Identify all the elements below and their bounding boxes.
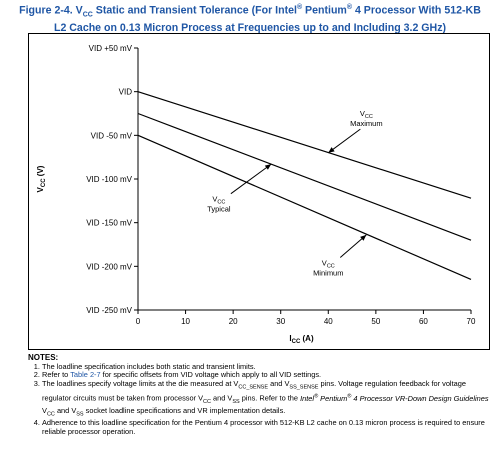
note-3-r2: ® (347, 393, 352, 400)
y-tick-label: VID (119, 88, 133, 97)
title-text-b: Pentium (302, 4, 347, 17)
title-v-sub: CC (82, 11, 93, 19)
title-reg-1: ® (296, 4, 303, 11)
annotation-label-maximum: Maximum (350, 119, 383, 128)
y-tick-label: VID -150 mV (86, 219, 132, 228)
note-3-b: and V (268, 379, 290, 389)
x-tick-label: 0 (136, 317, 141, 326)
annotation-vcc-typical: VCC (212, 195, 225, 206)
annotation-label-typical: Typical (207, 205, 231, 214)
note-3-i2: Pentium (318, 393, 348, 403)
note-3-f: V (42, 405, 47, 415)
note-3-s3: CC (203, 399, 211, 406)
title-text-a: Static and Transient Tolerance (For Inte… (92, 4, 297, 17)
series-line-minimum (137, 134, 472, 280)
note-1: The loadline specification includes both… (42, 362, 494, 372)
x-tick-label: 50 (371, 317, 380, 326)
note-3-g: and V (54, 405, 77, 415)
y-tick-label: VID -200 mV (86, 262, 132, 271)
annotation-vcc-minimum: VCC (322, 258, 335, 269)
note-3-doc-title: Intel® Pentium® 4 Processor VR-Down Desi… (300, 393, 489, 403)
title-v: V (75, 4, 83, 17)
note-3-i3: 4 Processor VR-Down Design Guidelines (351, 393, 489, 403)
y-tick-label: VID +50 mV (89, 44, 133, 53)
x-tick-label: 60 (419, 317, 428, 326)
note-3-c: pins. Voltage regulation feedback for vo… (42, 379, 466, 403)
x-tick-label: 70 (467, 317, 476, 326)
note-3-e: pins. Refer to the (239, 393, 301, 403)
x-tick-label: 10 (181, 317, 190, 326)
figure-title-line-1: Figure 2-4. VCC Static and Transient Tol… (4, 2, 496, 22)
note-3-s2: SS_SENSE (289, 384, 319, 391)
x-tick-label: 30 (276, 317, 285, 326)
note-3-s1: CC_SENSE (238, 384, 269, 391)
note-3-s5: CC (46, 411, 55, 418)
x-tick-label: 40 (324, 317, 333, 326)
note-2-text-a: Refer to (42, 370, 71, 380)
annotation-vcc-maximum: VCC (360, 109, 373, 120)
annotation-arrow-typical (230, 163, 272, 195)
note-3: The loadlines specify voltage limits at … (42, 379, 494, 419)
loadline-chart: VID +50 mV VID VID -50 mV VID -100 mV VID -1… (36, 44, 476, 345)
note-3-a: The loadlines specify voltage limits at … (42, 379, 239, 389)
note-3-s6: SS (76, 411, 84, 418)
annotation-arrowhead-minimum (360, 234, 367, 241)
y-axis-title: VCC (V) (36, 165, 47, 192)
annotation-arrowhead-maximum (328, 147, 335, 153)
x-axis-title: ICC (A) (289, 334, 314, 345)
chart-frame: VID +50 mV VID VID -50 mV VID -100 mV VID -1… (28, 33, 490, 350)
note-3-s4: SS (232, 399, 240, 406)
y-tick-label: VID -50 mV (91, 131, 133, 140)
notes-title: NOTES: (28, 353, 59, 362)
note-3-r1: ® (314, 393, 319, 400)
figure-label: Figure 2-4. (19, 4, 73, 17)
title-text-c: 4 Processor With 512-KB (352, 4, 481, 17)
x-tick-label: 20 (229, 317, 238, 326)
note-3-i1: Intel (300, 393, 315, 403)
note-4: Adherence to this loadline specification… (42, 418, 494, 436)
table-2-7-link[interactable]: Table 2-7 (70, 370, 101, 380)
series-line-typical (137, 112, 472, 241)
note-2-text-b: for specific offsets from VID voltage wh… (100, 370, 322, 380)
note-3-h: socket loadline specifications and VR im… (83, 405, 286, 415)
note-2: Refer to Table 2-7 for specific offsets … (42, 371, 494, 380)
notes: NOTES: The loadline specification includ… (28, 353, 494, 437)
annotation-arrowhead-typical (264, 164, 272, 170)
title-reg-2: ® (346, 4, 353, 11)
series-line-maximum (137, 91, 472, 199)
note-3-d: and V (210, 393, 233, 403)
y-tick-label: VID -100 mV (86, 175, 132, 184)
figure-title-line-2: L2 Cache on 0.13 Micron Process at Frequ… (53, 21, 447, 34)
notes-list: The loadline specification includes both… (28, 362, 494, 437)
figure-title: Figure 2-4. VCC Static and Transient Tol… (4, 2, 496, 34)
annotation-arrow-maximum (327, 128, 361, 154)
y-tick-label: VID -250 mV (86, 306, 132, 315)
annotation-label-minimum: Minimum (313, 268, 343, 277)
